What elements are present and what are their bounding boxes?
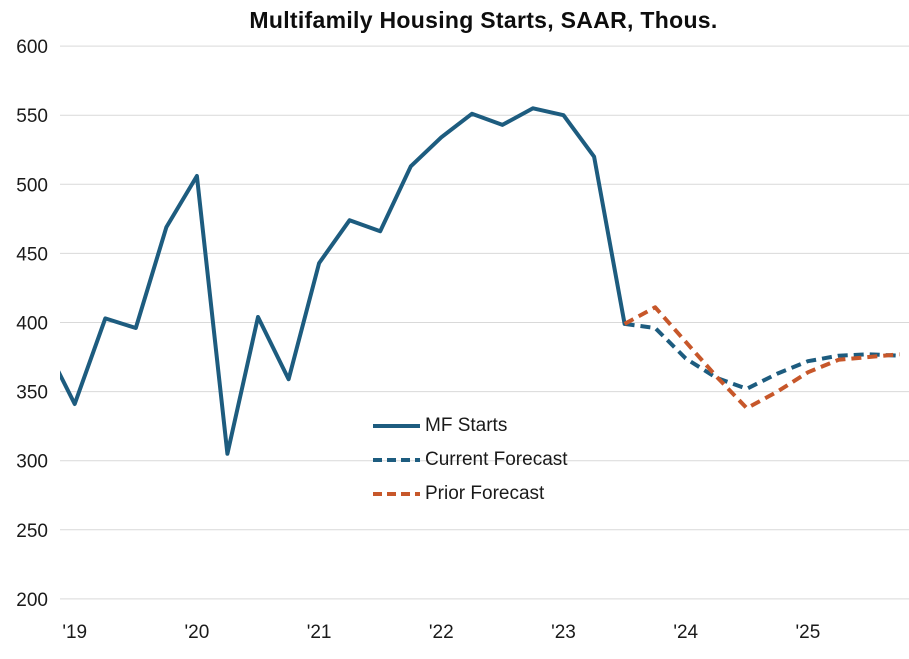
y-tick-label: 500 [16,175,48,196]
legend-label-current-forecast: Current Forecast [425,448,568,470]
y-tick-label: 550 [16,106,48,127]
legend-label-prior-forecast: Prior Forecast [425,482,545,504]
y-tick-label: 200 [16,590,48,611]
x-axis-tick-labels: '19 '20 '21 '22 '23 '24 '25 [62,622,820,643]
x-tick-label: '25 [796,622,821,643]
x-tick-label: '23 [551,622,576,643]
mf-starts-line [60,106,627,456]
y-tick-label: 400 [16,314,48,335]
current-forecast-line [624,321,900,391]
legend-item-prior-forecast: Prior Forecast [371,482,568,505]
y-tick-label: 300 [16,452,48,473]
prior-forecast-line [623,305,900,411]
prior-forecast-line-swatch-icon [373,491,420,496]
legend-item-current-forecast: Current Forecast [371,448,568,471]
legend-label-mf-starts: MF Starts [425,414,508,436]
mf-starts-line-swatch-icon [373,423,420,428]
y-tick-label: 350 [16,383,48,404]
y-axis-tick-labels: 200 250 300 350 400 450 500 550 600 [16,37,48,611]
x-tick-label: '24 [673,622,698,643]
current-forecast-line-swatch-icon [373,457,420,462]
x-tick-label: '21 [307,622,332,643]
x-tick-label: '20 [185,622,210,643]
y-tick-label: 450 [16,244,48,265]
y-tick-label: 250 [16,521,48,542]
legend: MF Starts Current Forecast Prior Forecas… [371,414,568,505]
chart-title: Multifamily Housing Starts, SAAR, Thous. [249,7,718,33]
x-tick-label: '22 [429,622,454,643]
gridlines [60,45,909,600]
y-tick-label: 600 [16,37,48,58]
legend-item-mf-starts: MF Starts [371,414,568,437]
x-tick-label: '19 [62,622,87,643]
